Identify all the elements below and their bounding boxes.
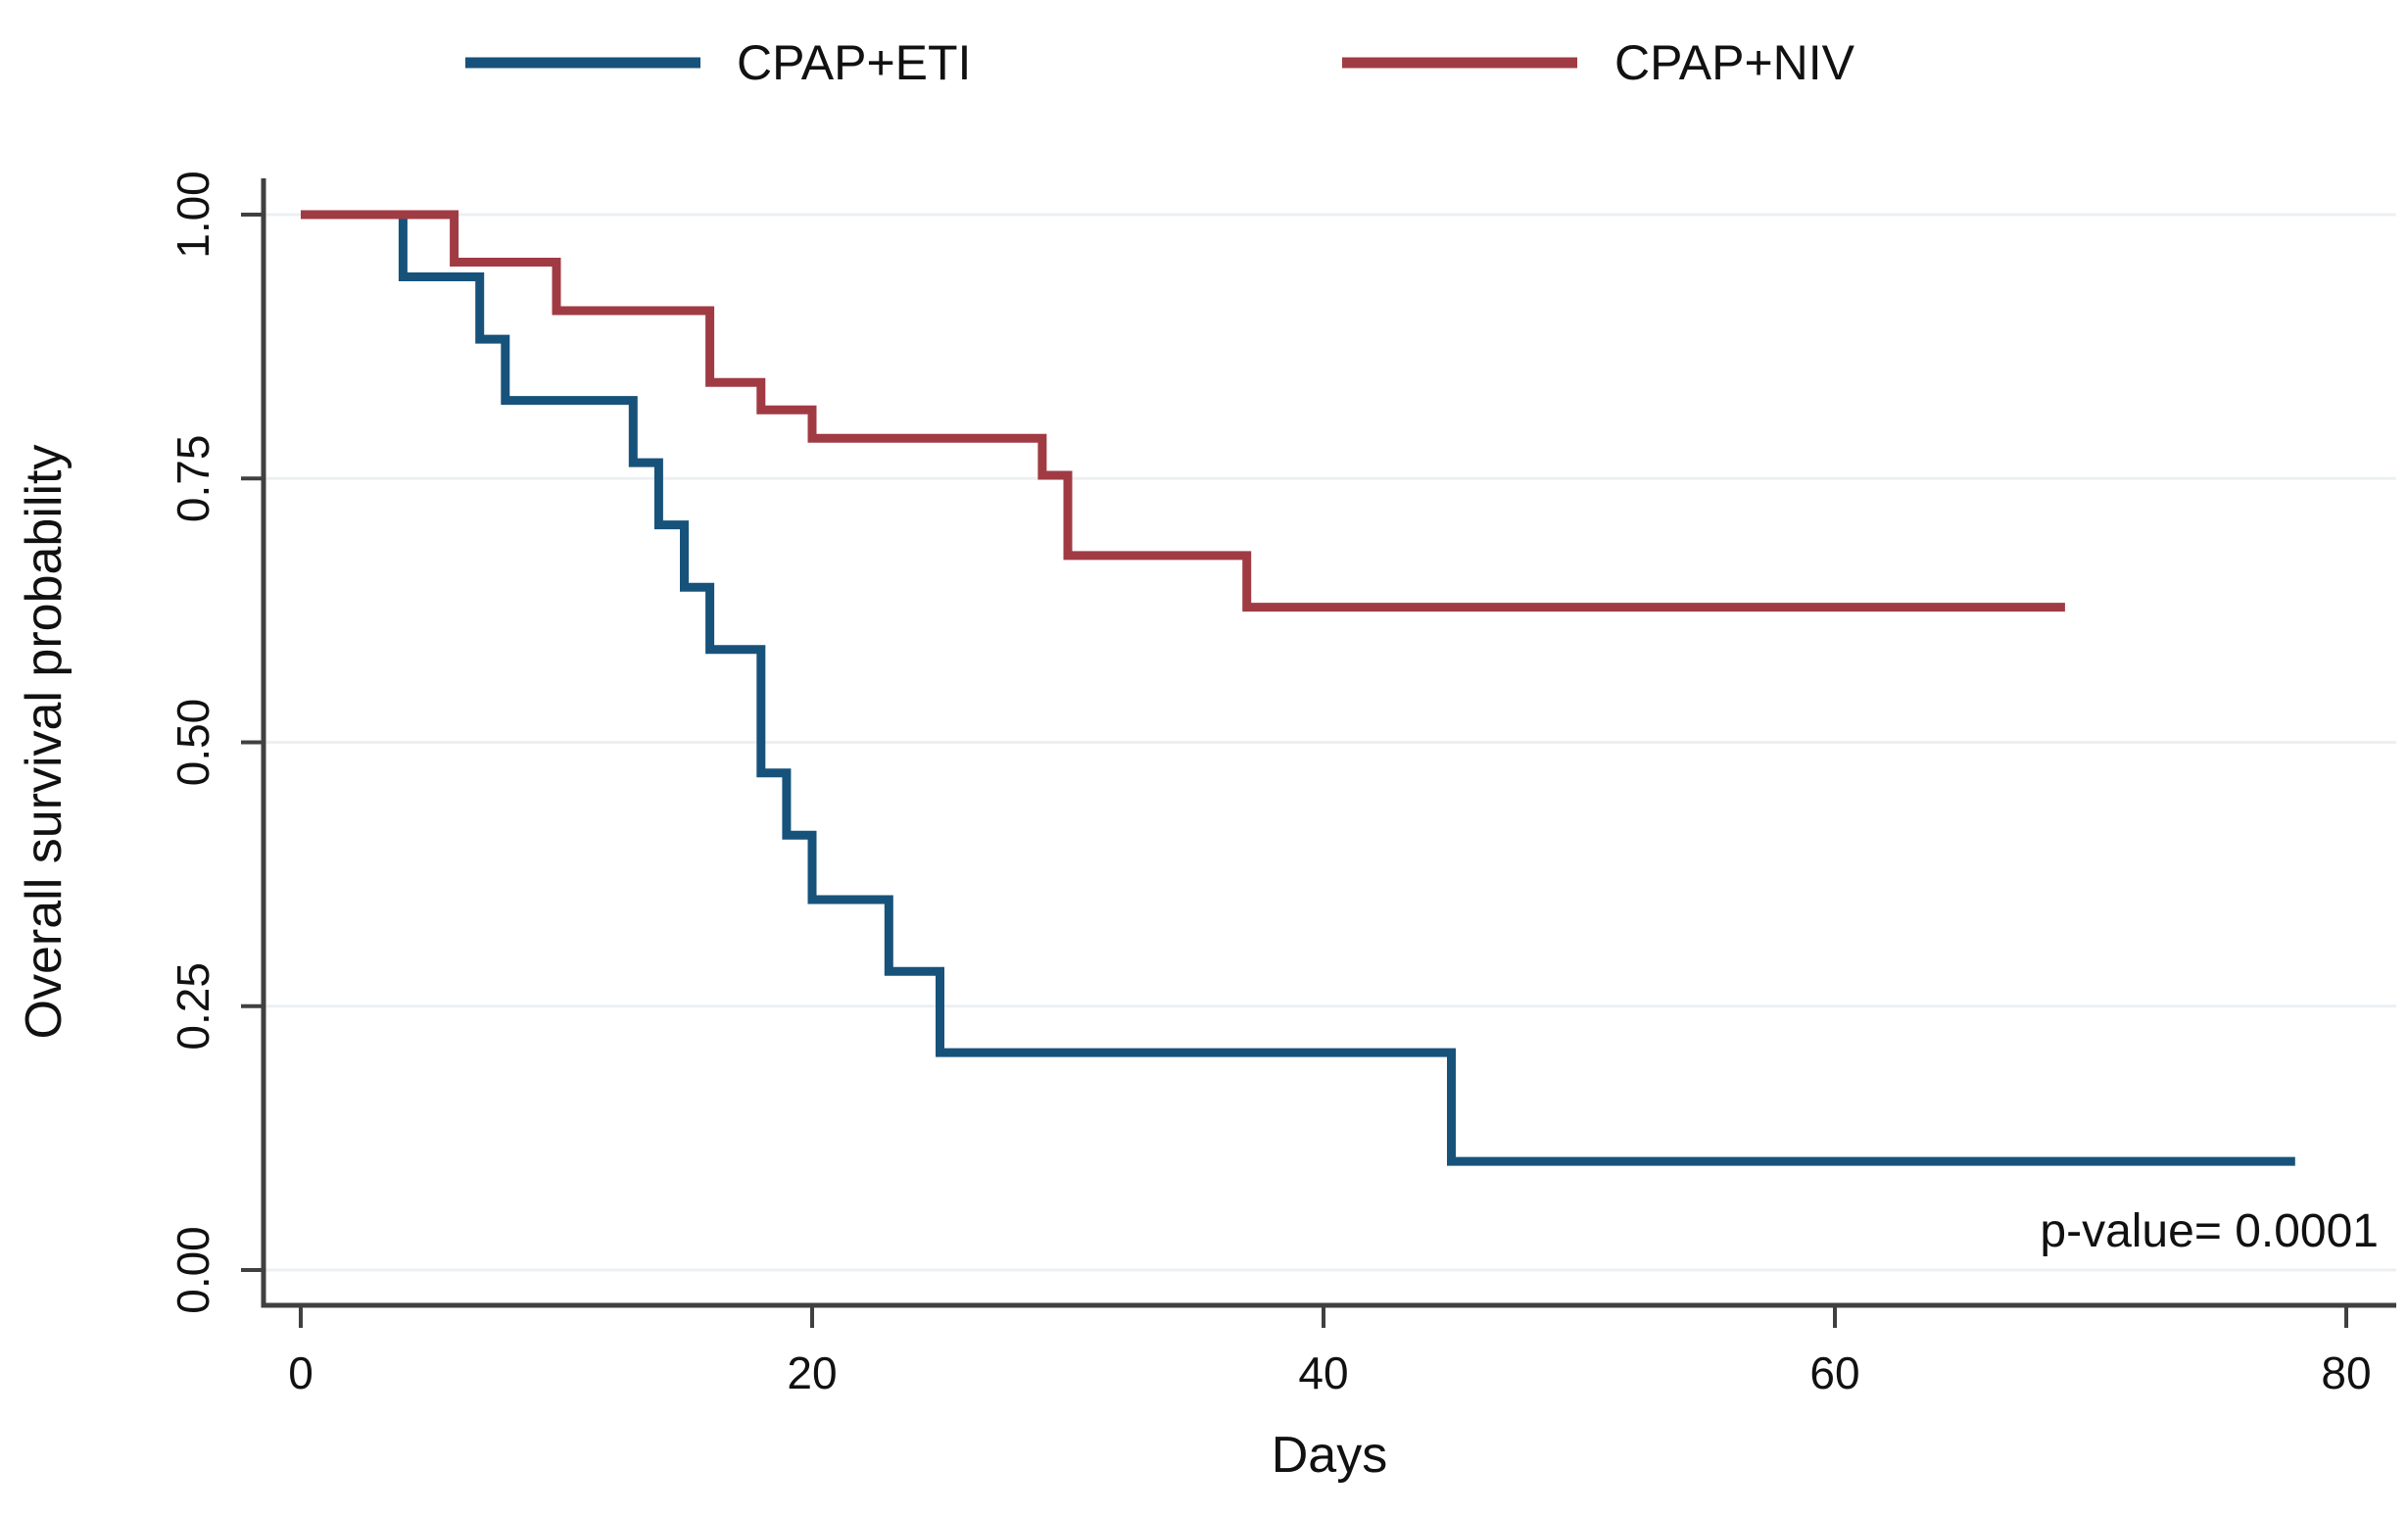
survival-curves [301,210,2295,1166]
x-tick-marks [299,1305,2348,1328]
gridlines [264,213,2396,1272]
x-tick-labels: 0 20 40 60 80 [288,1347,2371,1398]
y-tick-label: 0.00 [168,1226,218,1314]
legend: CPAP+ETI CPAP+NIV [465,35,1855,90]
y-tick-label: 1.00 [168,171,218,259]
legend-label-cpap-eti: CPAP+ETI [737,35,971,90]
x-tick-label: 40 [1298,1347,1348,1398]
x-tick-label: 20 [787,1347,837,1398]
y-tick-marks [241,213,264,1272]
survival-curve-cpap-niv [301,210,2065,612]
y-tick-label: 0.25 [168,962,218,1051]
x-axis-title: Days [1272,1427,1387,1484]
p-value-annotation: p-value= 0.0001 [2040,1205,2379,1257]
x-tick-label: 80 [2321,1347,2371,1398]
x-tick-label: 0 [288,1347,313,1398]
y-axis-title: Overall survival probability [16,445,72,1040]
y-tick-label: 0.75 [168,435,218,523]
legend-label-cpap-niv: CPAP+NIV [1614,35,1855,90]
x-tick-label: 60 [1809,1347,1859,1398]
survival-curve-cpap-eti [301,210,2295,1166]
y-tick-labels: 0.00 0.25 0.50 0.75 1.00 [168,171,218,1314]
y-tick-label: 0.50 [168,699,218,787]
